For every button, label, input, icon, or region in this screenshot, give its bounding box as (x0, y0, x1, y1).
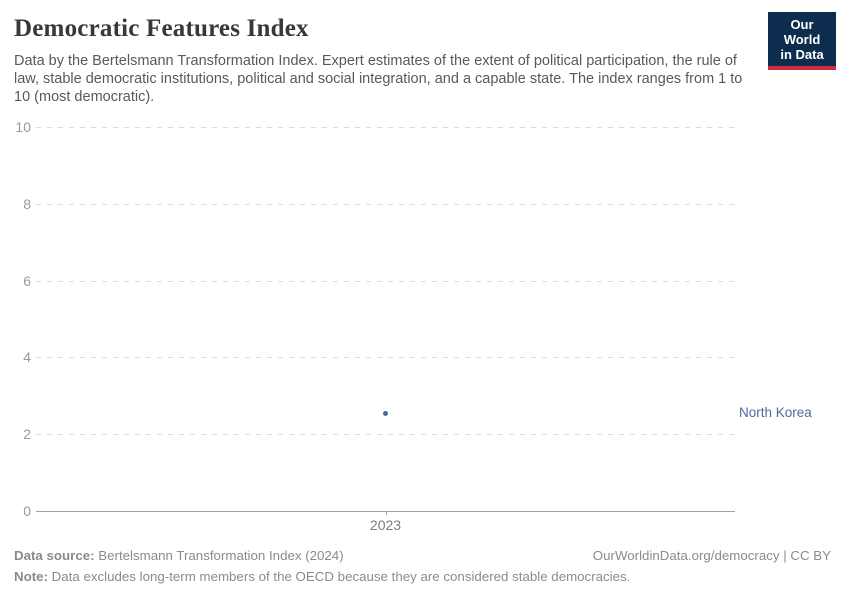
y-axis-tick-label: 2 (23, 426, 31, 443)
note-value: Data excludes long-term members of the O… (47, 569, 631, 584)
page-title: Democratic Features Index (14, 15, 309, 42)
x-axis-tick-label: 2023 (369, 517, 402, 533)
chart-footer: Data source: Bertelsmann Transformation … (14, 548, 831, 563)
data-source-label: Data source: (14, 548, 95, 563)
x-axis-tick-mark (385, 511, 387, 515)
owid-logo-line1: Our World (783, 17, 821, 47)
chart-subtitle: Data by the Bertelsmann Transformation I… (14, 53, 743, 105)
y-axis-tick-label: 8 (23, 195, 31, 212)
gridline (36, 280, 735, 282)
owid-license-link[interactable]: OurWorldinData.org/democracy | CC BY (592, 548, 831, 563)
gridline (36, 203, 735, 205)
gridline (36, 127, 735, 128)
owid-logo-line2: in Data (780, 47, 824, 62)
x-axis-line (36, 510, 735, 512)
y-axis-tick-label: 4 (23, 349, 31, 366)
y-axis-tick-label: 10 (15, 119, 31, 135)
gridline (36, 357, 735, 359)
plot-area: 2023 North Korea 0 2 4 6 8 10 (15, 119, 811, 533)
entity-label[interactable]: North Korea (739, 405, 812, 421)
chart-note: Note: Data excludes long-term members of… (14, 569, 630, 584)
data-source-value: Bertelsmann Transformation Index (2024) (94, 548, 344, 563)
data-point[interactable] (383, 410, 388, 416)
y-axis-tick-label: 6 (23, 272, 31, 289)
note-label: Note: (14, 569, 48, 584)
data-source-text: Data source: Bertelsmann Transformation … (14, 548, 344, 563)
y-axis-tick-label: 0 (23, 503, 31, 519)
gridline (36, 434, 735, 436)
owid-logo[interactable]: Our World in Data (768, 12, 836, 70)
